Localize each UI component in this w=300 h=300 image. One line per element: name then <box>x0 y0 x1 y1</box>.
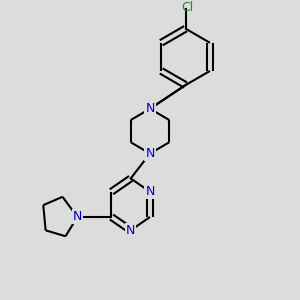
Text: Cl: Cl <box>181 1 193 14</box>
Text: N: N <box>145 185 155 198</box>
Text: N: N <box>145 147 155 160</box>
Text: N: N <box>126 224 135 237</box>
Text: N: N <box>73 211 82 224</box>
Text: N: N <box>145 102 155 115</box>
